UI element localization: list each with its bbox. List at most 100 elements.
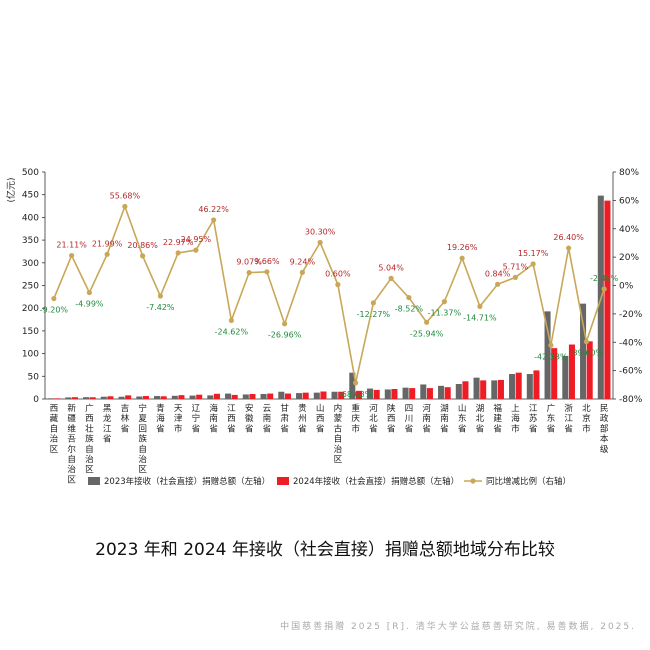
x-tick-label: 海南省 bbox=[209, 402, 218, 434]
left-tick-label: 50 bbox=[28, 372, 40, 382]
yoy-point bbox=[548, 342, 554, 348]
yoy-point bbox=[566, 245, 572, 251]
x-tick-label: 黑龙江省 bbox=[103, 403, 112, 445]
right-tick-label: 0% bbox=[619, 282, 634, 292]
x-tick-label: 民政部本级 bbox=[600, 403, 609, 455]
legend-label: 同比增减比例（右轴） bbox=[486, 476, 571, 487]
x-tick-label: 贵州省 bbox=[298, 402, 307, 434]
bar-2024 bbox=[107, 396, 114, 399]
yoy-data-label: 24.95% bbox=[181, 235, 212, 244]
bar-2023 bbox=[420, 384, 427, 399]
yoy-point bbox=[264, 269, 270, 275]
x-tick-label: 浙江省 bbox=[564, 402, 573, 434]
bar-2024 bbox=[604, 200, 611, 399]
yoy-data-label: -68.63% bbox=[339, 390, 373, 399]
yoy-data-label: -12.27% bbox=[357, 310, 391, 319]
yoy-data-label: -8.52% bbox=[395, 305, 424, 314]
yoy-point bbox=[583, 339, 589, 345]
yoy-point bbox=[459, 255, 465, 261]
yoy-point bbox=[228, 317, 234, 324]
bar-2023 bbox=[438, 385, 445, 399]
x-tick-label: 重庆市 bbox=[351, 402, 360, 434]
yoy-point bbox=[406, 294, 412, 301]
left-tick-label: 250 bbox=[22, 282, 39, 292]
left-tick-label: 300 bbox=[22, 259, 39, 269]
yoy-data-label: 5.04% bbox=[378, 263, 404, 272]
bar-2023 bbox=[384, 389, 391, 399]
right-tick-label: -80% bbox=[619, 395, 643, 405]
yoy-point bbox=[477, 303, 483, 309]
bar-2023 bbox=[473, 377, 480, 399]
bar-2023 bbox=[83, 397, 90, 399]
bar-2024 bbox=[125, 395, 132, 399]
x-tick-label: 河北省 bbox=[369, 402, 378, 434]
yoy-data-label: 9.66% bbox=[254, 257, 280, 266]
yoy-point bbox=[317, 239, 323, 246]
yoy-point bbox=[175, 250, 181, 256]
bar-2023 bbox=[171, 395, 178, 399]
left-tick-label: 500 bbox=[22, 168, 39, 178]
bar-2023 bbox=[562, 355, 569, 399]
bar-2024 bbox=[515, 372, 522, 399]
yoy-data-label: -42.13% bbox=[534, 352, 568, 361]
bar-2024 bbox=[142, 396, 149, 399]
bar-2023 bbox=[331, 391, 338, 399]
bar-2023 bbox=[455, 384, 462, 399]
bar-2024 bbox=[533, 370, 540, 399]
x-tick-label: 内蒙古自治区 bbox=[334, 402, 343, 465]
yoy-data-label: 22.97% bbox=[163, 238, 194, 247]
bar-2024 bbox=[267, 393, 274, 399]
x-tick-label: 陕西省 bbox=[387, 402, 396, 434]
yoy-point bbox=[86, 289, 92, 296]
x-tick-label: 青海省 bbox=[156, 402, 165, 434]
bar-2023 bbox=[154, 396, 161, 399]
right-tick-label: 40% bbox=[619, 225, 639, 235]
bar-2024 bbox=[462, 381, 469, 399]
bar-2024 bbox=[338, 391, 345, 399]
yoy-point bbox=[122, 203, 128, 210]
bar-2024 bbox=[213, 393, 220, 399]
x-tick-label: 宁夏回族自治区 bbox=[138, 402, 147, 475]
source-note: 中国慈善捐赠 2025 [R]. 清华大学公益慈善研究院, 易善数据, 2025… bbox=[280, 622, 636, 632]
bar-2023 bbox=[207, 395, 214, 399]
bar-2024 bbox=[480, 380, 487, 399]
yoy-point bbox=[299, 269, 305, 275]
right-tick-label: -40% bbox=[619, 338, 643, 348]
x-tick-label: 辽宁省 bbox=[192, 403, 201, 434]
yoy-point bbox=[140, 253, 146, 259]
yoy-data-label: 20.86% bbox=[127, 241, 158, 250]
x-tick-label: 天津市 bbox=[174, 404, 183, 434]
yoy-point bbox=[353, 380, 359, 386]
legend-swatch-2023 bbox=[88, 477, 100, 485]
yoy-point bbox=[530, 261, 536, 267]
yoy-point bbox=[370, 300, 376, 306]
yoy-data-label: 15.17% bbox=[518, 249, 549, 258]
bar-2023 bbox=[47, 398, 54, 399]
bar-2024 bbox=[196, 394, 203, 399]
left-axis-unit-label: (亿元) bbox=[5, 177, 17, 202]
x-tick-label: 云南省 bbox=[263, 404, 272, 434]
yoy-point bbox=[211, 217, 217, 223]
x-tick-label: 北京市 bbox=[582, 403, 591, 434]
x-tick-label: 新疆维吾尔自治区 bbox=[67, 402, 76, 485]
yoy-data-label: 55.68% bbox=[110, 192, 141, 201]
bar-2023 bbox=[278, 391, 285, 399]
bar-2023 bbox=[242, 394, 249, 399]
yoy-data-label: 30.30% bbox=[305, 228, 336, 237]
bar-2023 bbox=[189, 395, 196, 399]
yoy-data-label: 21.11% bbox=[56, 241, 87, 250]
bar-2023 bbox=[367, 388, 374, 399]
bar-2023 bbox=[544, 311, 551, 399]
yoy-point bbox=[512, 274, 518, 280]
yoy-data-label: -25.94% bbox=[410, 329, 444, 338]
yoy-point bbox=[246, 270, 252, 276]
right-tick-label: -20% bbox=[619, 310, 643, 320]
yoy-data-label: 9.07% bbox=[236, 258, 262, 267]
yoy-point bbox=[424, 319, 430, 325]
left-tick-label: 100 bbox=[22, 350, 39, 360]
bar-2023 bbox=[118, 396, 125, 399]
bar-2024 bbox=[54, 398, 61, 399]
x-tick-label: 山东省 bbox=[458, 403, 467, 434]
bar-2024 bbox=[249, 394, 256, 399]
